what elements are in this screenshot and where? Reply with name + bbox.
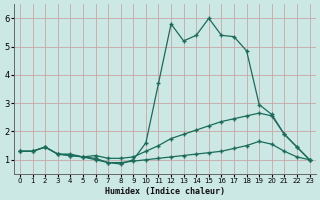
X-axis label: Humidex (Indice chaleur): Humidex (Indice chaleur) [105, 187, 225, 196]
